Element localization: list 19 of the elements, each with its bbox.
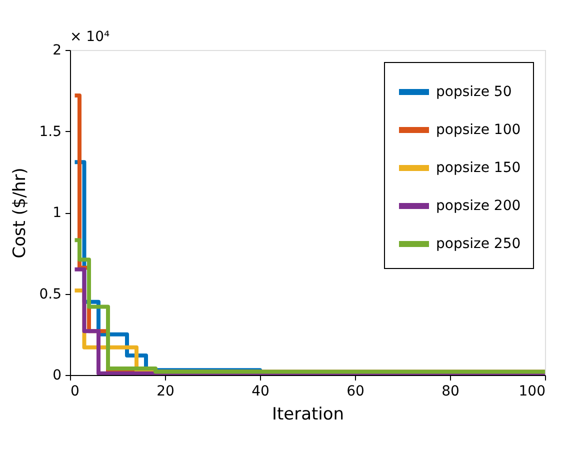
x-tick-label: 60 [346, 384, 364, 400]
y-axis-title: Cost ($/hr) [10, 168, 30, 258]
x-tick-label: 80 [442, 384, 460, 400]
legend-label: popsize 50 [436, 84, 512, 100]
x-tick-label: 100 [518, 384, 546, 400]
x-axis-title: Iteration [272, 404, 344, 424]
legend-label: popsize 250 [436, 236, 521, 252]
legend-label: popsize 150 [436, 160, 521, 176]
x-tick-label: 40 [252, 384, 270, 400]
y-tick-label: 1 [52, 205, 62, 221]
text: × 10⁴ [70, 29, 110, 45]
y-tick-label: 1.5 [39, 124, 62, 140]
legend-label: popsize 100 [436, 122, 521, 138]
y-tick-label: 0 [52, 368, 62, 384]
x-tick-label: 0 [70, 384, 80, 400]
legend-label: popsize 200 [436, 198, 521, 214]
y-tick-label: 0.5 [39, 286, 62, 302]
x-tick-label: 20 [156, 384, 174, 400]
y-tick-label: 2 [52, 42, 62, 58]
